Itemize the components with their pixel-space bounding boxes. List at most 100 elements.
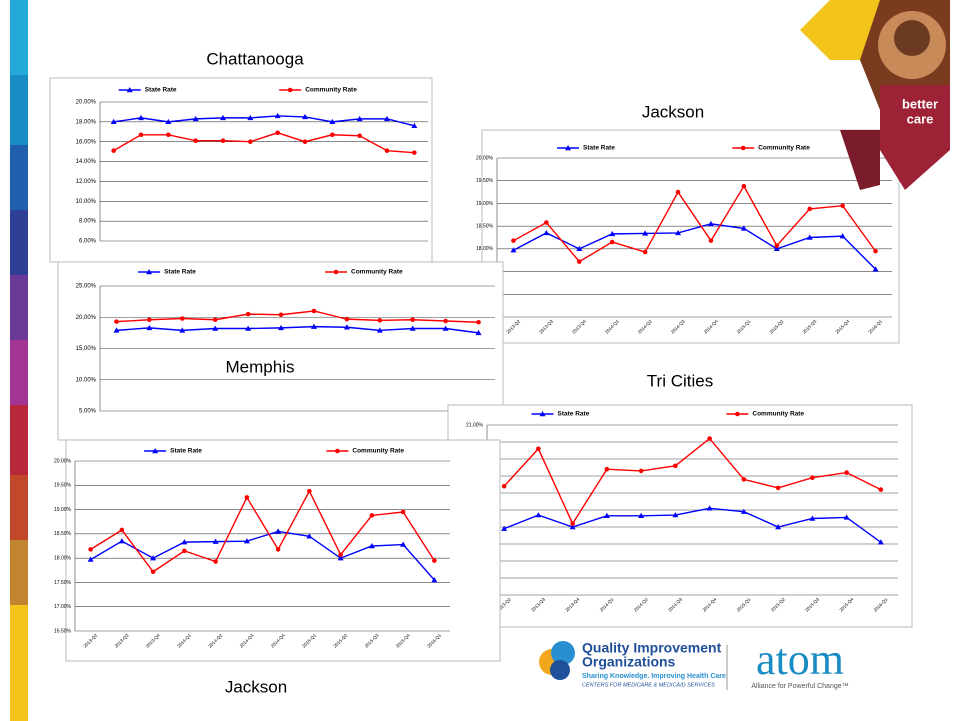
y-tick-label: 18.00% (76, 119, 97, 125)
data-point (278, 312, 284, 318)
legend-label: Community Rate (758, 145, 810, 152)
y-tick-label: 18.50% (476, 223, 494, 229)
legend-label: State Rate (558, 411, 590, 418)
data-point (247, 114, 254, 121)
chart-frame (49, 77, 433, 263)
data-point (638, 468, 644, 474)
y-tick-label: 8.00% (79, 219, 97, 225)
data-point (432, 558, 437, 563)
data-point (576, 259, 582, 264)
data-point (274, 112, 281, 119)
qio-name: Quality Improvement (582, 640, 722, 656)
data-point (535, 512, 542, 518)
data-point (809, 515, 816, 521)
data-point (212, 538, 219, 544)
data-point (775, 485, 781, 491)
data-point (220, 138, 226, 144)
data-point (673, 463, 678, 469)
data-point (576, 245, 583, 252)
series-line (90, 530, 435, 581)
data-point (119, 527, 125, 533)
data-point (310, 323, 317, 329)
data-point (311, 308, 317, 314)
data-point (773, 245, 780, 252)
series-line (116, 325, 479, 334)
series-line (503, 437, 882, 526)
atom-name: atom (756, 635, 844, 684)
y-tick-label: 15.00% (76, 346, 97, 352)
data-point (873, 248, 878, 254)
legend-label: Community Rate (752, 411, 804, 418)
qio-cms: CENTERS FOR MEDICARE & MEDICAID SERVICES (582, 682, 715, 688)
data-point (844, 470, 849, 475)
data-point (302, 113, 308, 120)
data-point (443, 318, 448, 324)
data-point (150, 555, 157, 561)
data-point (707, 436, 712, 441)
badge-text: care (907, 111, 934, 126)
series-line (513, 184, 877, 263)
series-line (503, 507, 882, 543)
data-point (275, 528, 282, 534)
charts: 6.00% 8.00% 10.00% 12.00% 14.00% 16.00% 18.00%… (49, 77, 913, 662)
data-point (165, 118, 172, 125)
data-point (604, 466, 610, 472)
qio-tagline: Sharing Knowledge. Improving Health Care… (582, 673, 728, 680)
data-point (330, 132, 335, 138)
data-point (774, 243, 780, 248)
data-point (243, 538, 250, 544)
data-point (672, 512, 679, 518)
data-point (275, 130, 280, 136)
data-point (878, 487, 884, 492)
data-point (642, 230, 649, 236)
legend-marker (335, 448, 340, 454)
data-point (410, 317, 416, 323)
data-point (248, 139, 253, 145)
data-point (179, 327, 186, 333)
data-point (111, 148, 116, 153)
data-point (741, 183, 747, 189)
data-point (706, 505, 713, 511)
atom-logo: atom Alliance for Powerful Change™ (751, 635, 848, 690)
data-point (675, 229, 682, 236)
data-point (544, 220, 549, 225)
data-point (193, 138, 198, 144)
data-point (344, 316, 350, 322)
data-point (609, 230, 616, 237)
data-point (110, 118, 117, 125)
data-point (212, 325, 219, 331)
data-point (343, 324, 350, 330)
better-care-badge: better care (800, 0, 950, 190)
legend-label: State Rate (170, 448, 202, 455)
data-point (192, 115, 199, 122)
data-point (118, 538, 125, 544)
data-point (476, 319, 481, 325)
data-point (840, 203, 845, 208)
y-tick-label: 16.00% (76, 139, 97, 145)
data-point (501, 525, 508, 531)
data-point (501, 483, 507, 489)
chart-title: Chattanooga (206, 49, 304, 68)
data-point (400, 541, 407, 547)
data-point (113, 327, 120, 333)
y-tick-label: 10.00% (76, 199, 97, 205)
y-tick-label: 19.00% (476, 201, 494, 207)
qio-logo: Quality Improvement Organizations Sharin… (539, 640, 728, 688)
y-tick-label: 16.50% (54, 628, 72, 634)
legend-label: Community Rate (305, 87, 357, 94)
y-tick-label: 6.00% (79, 239, 97, 245)
data-point (338, 552, 343, 558)
atom-tagline: Alliance for Powerful Change™ (751, 683, 848, 690)
data-point (609, 239, 615, 245)
side-stripe (10, 0, 28, 721)
data-point (569, 524, 576, 530)
data-point (275, 547, 281, 552)
data-point (740, 225, 747, 231)
data-point (147, 317, 152, 323)
data-point (543, 229, 550, 236)
legend-label: State Rate (583, 145, 615, 152)
y-tick-label: 10.00% (76, 377, 97, 383)
legend-marker (740, 145, 746, 151)
data-point (368, 543, 375, 549)
